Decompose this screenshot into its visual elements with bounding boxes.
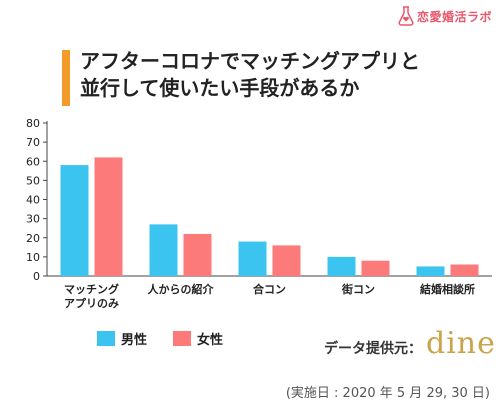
bar-male bbox=[238, 241, 267, 276]
title-line-1: アフターコロナでマッチングアプリと bbox=[80, 49, 420, 73]
legend-swatch-female bbox=[173, 331, 192, 346]
legend-swatch-male bbox=[97, 331, 115, 346]
site-logo: 恋愛婚活ラボ bbox=[398, 6, 492, 26]
bar-female bbox=[450, 264, 479, 276]
page-title: アフターコロナでマッチングアプリと 並行して使いたい手段があるか bbox=[80, 48, 460, 106]
y-tick-label: 40 bbox=[26, 194, 40, 207]
legend-label-male: 男性 bbox=[121, 333, 148, 348]
x-tick-label: アプリのみ bbox=[64, 296, 119, 310]
bar-male bbox=[149, 224, 178, 276]
y-tick-label: 10 bbox=[26, 251, 40, 264]
x-tick-label: 結婚相談所 bbox=[420, 282, 475, 296]
provider-brand-logo: dine bbox=[426, 326, 496, 361]
bar-female bbox=[94, 157, 123, 276]
bar-male bbox=[416, 266, 445, 276]
bar-male bbox=[60, 165, 89, 276]
legend-item-male: 男性 bbox=[97, 329, 147, 348]
legend-item-female: 女性 bbox=[173, 329, 223, 348]
data-provider: データ提供元： dine bbox=[324, 326, 496, 361]
y-tick-label: 20 bbox=[26, 232, 40, 245]
y-tick-label: 70 bbox=[26, 136, 40, 149]
bar-female bbox=[272, 245, 301, 276]
bar-female bbox=[361, 260, 390, 276]
survey-date: (実施日 : 2020 年 5 月 29, 30 日) bbox=[285, 386, 490, 401]
y-tick-label: 50 bbox=[26, 174, 40, 187]
y-tick-label: 60 bbox=[26, 155, 40, 168]
provider-label: データ提供元： bbox=[324, 341, 422, 357]
x-tick-label: 合コン bbox=[253, 282, 286, 296]
logo-text: 恋愛婚活ラボ bbox=[416, 9, 492, 24]
bar-male bbox=[327, 256, 356, 276]
title-line-2: 並行して使いたい手段があるか bbox=[80, 76, 360, 100]
y-tick-label: 0 bbox=[33, 270, 40, 283]
flask-heart-icon bbox=[398, 6, 414, 26]
x-tick-label: マッチング bbox=[64, 282, 119, 296]
y-tick-label: 30 bbox=[26, 213, 40, 226]
x-tick-label: 人からの紹介 bbox=[148, 282, 215, 296]
legend-label-female: 女性 bbox=[197, 333, 224, 348]
y-tick-label: 80 bbox=[26, 117, 40, 130]
title-block: アフターコロナでマッチングアプリと 並行して使いたい手段があるか bbox=[62, 48, 460, 106]
title-accent-bar bbox=[62, 50, 70, 106]
bar-female bbox=[183, 233, 212, 276]
chart-legend: 男性 女性 bbox=[97, 329, 223, 348]
x-tick-label: 街コン bbox=[341, 282, 375, 296]
